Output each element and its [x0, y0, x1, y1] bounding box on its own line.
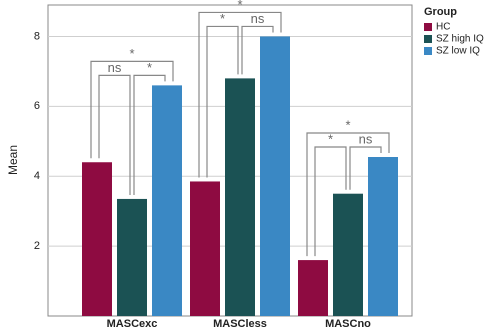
significance-label: ns [251, 11, 265, 26]
significance-bracket [133, 74, 166, 195]
significance-bracket [349, 146, 382, 190]
legend-swatch [424, 23, 432, 31]
bar [190, 181, 220, 316]
y-tick-label: 8 [34, 30, 40, 42]
significance-label: * [237, 0, 242, 12]
significance-bracket [241, 25, 274, 75]
legend-swatch [424, 35, 432, 43]
significance-bracket [198, 11, 282, 178]
significance-label: * [345, 117, 350, 132]
bar [152, 85, 182, 316]
y-axis-label: Mean [6, 145, 20, 175]
significance-bracket [306, 132, 390, 257]
legend-label: SZ high IQ [436, 34, 484, 45]
significance-bracket [206, 25, 239, 178]
y-tick-label: 4 [34, 170, 40, 182]
legend-label: HC [436, 22, 450, 33]
legend-label: SZ low IQ [436, 46, 480, 57]
y-tick-label: 6 [34, 100, 40, 112]
significance-label: * [328, 131, 333, 146]
bar [117, 198, 147, 316]
y-tick-label: 2 [34, 240, 40, 252]
significance-label: ns [108, 60, 122, 75]
x-tick-label: MASCno [325, 318, 371, 330]
significance-label: * [129, 46, 134, 61]
legend-title: Group [424, 6, 457, 18]
significance-bracket [314, 146, 347, 257]
bar [260, 36, 290, 317]
x-tick-label: MASCless [213, 318, 267, 330]
legend-swatch [424, 47, 432, 55]
x-tick-label: MASCexc [107, 318, 158, 330]
significance-label: * [220, 11, 225, 26]
bar [298, 260, 328, 316]
significance-label: * [147, 60, 152, 75]
bar [333, 193, 363, 316]
significance-bracket [90, 60, 174, 159]
bar [82, 162, 112, 316]
bar [368, 157, 398, 316]
significance-label: ns [359, 131, 373, 146]
significance-bracket [98, 74, 131, 195]
bar [225, 78, 255, 316]
